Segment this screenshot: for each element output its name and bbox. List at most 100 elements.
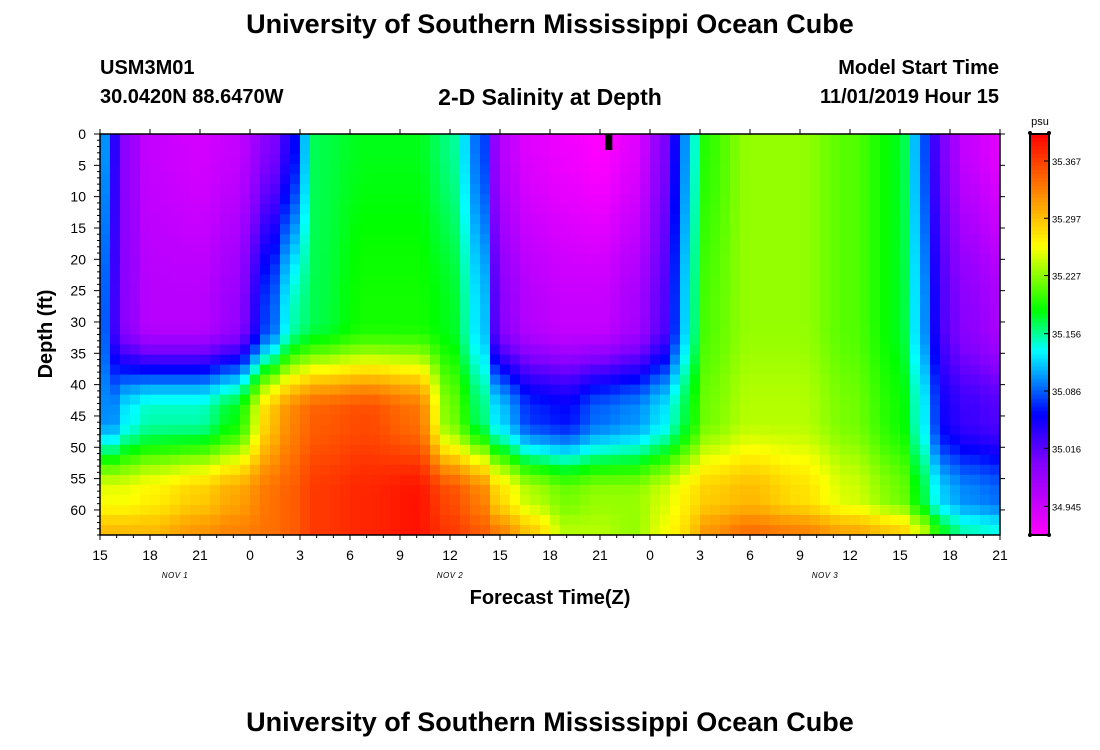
heatmap-cell bbox=[160, 264, 171, 275]
heatmap-cell bbox=[550, 244, 561, 255]
heatmap-cell bbox=[400, 274, 411, 285]
heatmap-cell bbox=[480, 214, 491, 225]
heatmap-cell bbox=[940, 294, 951, 306]
heatmap-cell bbox=[660, 354, 671, 366]
heatmap-cell bbox=[670, 204, 681, 215]
heatmap-cell bbox=[840, 374, 851, 386]
heatmap-cell bbox=[460, 174, 471, 185]
x-tick-label: 9 bbox=[796, 547, 804, 563]
x-tick-label: 15 bbox=[92, 547, 108, 563]
heatmap-cell bbox=[510, 234, 521, 245]
heatmap-cell bbox=[200, 454, 211, 466]
heatmap-cell bbox=[410, 284, 421, 296]
heatmap-cell bbox=[440, 374, 451, 386]
heatmap-cell bbox=[410, 484, 421, 496]
x-tick-label: 0 bbox=[646, 547, 654, 563]
heatmap-cell bbox=[620, 504, 631, 516]
heatmap-cell bbox=[320, 174, 331, 185]
heatmap-cell bbox=[850, 354, 861, 366]
heatmap-cell bbox=[440, 504, 451, 516]
colorbar-tick-label: 34.945 bbox=[1052, 502, 1081, 513]
heatmap-cell bbox=[920, 194, 931, 205]
heatmap-cell bbox=[720, 524, 731, 535]
heatmap-cell bbox=[820, 354, 831, 366]
heatmap-cell bbox=[280, 514, 291, 526]
heatmap-cell bbox=[660, 364, 671, 376]
heatmap-cell bbox=[970, 404, 981, 416]
heatmap-cell bbox=[160, 384, 171, 396]
heatmap-cell bbox=[360, 524, 371, 535]
heatmap-cell bbox=[510, 384, 521, 396]
heatmap-cell bbox=[410, 264, 421, 275]
heatmap-cell bbox=[570, 524, 581, 535]
heatmap-cell bbox=[300, 344, 311, 356]
heatmap-cell bbox=[930, 234, 941, 245]
heatmap-cell bbox=[460, 394, 471, 406]
heatmap-cell bbox=[180, 524, 191, 535]
heatmap-cell bbox=[810, 434, 821, 446]
heatmap-cell bbox=[310, 444, 321, 456]
heatmap-cell bbox=[290, 434, 301, 446]
heatmap-cell bbox=[510, 284, 521, 296]
heatmap-cell bbox=[700, 164, 711, 175]
heatmap-cell bbox=[920, 444, 931, 456]
heatmap-cell bbox=[360, 134, 371, 145]
heatmap-cell bbox=[450, 394, 461, 406]
heatmap-cell bbox=[370, 524, 381, 535]
heatmap-cell bbox=[180, 374, 191, 386]
heatmap-cell bbox=[280, 314, 291, 326]
heatmap-cell bbox=[790, 324, 801, 336]
heatmap-cell bbox=[800, 294, 811, 306]
heatmap-cell bbox=[320, 184, 331, 195]
heatmap-cell bbox=[150, 274, 161, 285]
heatmap-cell bbox=[830, 514, 841, 526]
heatmap-cell bbox=[840, 364, 851, 376]
heatmap-cell bbox=[390, 424, 401, 436]
heatmap-cell bbox=[930, 354, 941, 366]
heatmap-cell bbox=[600, 424, 611, 436]
heatmap-cell bbox=[670, 484, 681, 496]
heatmap-cell bbox=[140, 414, 151, 426]
heatmap-cell bbox=[640, 424, 651, 436]
heatmap-cell bbox=[620, 394, 631, 406]
heatmap-cell bbox=[310, 224, 321, 235]
heatmap-cell bbox=[960, 484, 971, 496]
heatmap-cell bbox=[480, 484, 491, 496]
heatmap-cell bbox=[410, 144, 421, 155]
heatmap-cell bbox=[930, 304, 941, 316]
heatmap-cell bbox=[160, 484, 171, 496]
heatmap-cell bbox=[990, 134, 1000, 145]
heatmap-cell bbox=[330, 214, 341, 225]
heatmap-cell bbox=[830, 524, 841, 535]
heatmap-cell bbox=[240, 344, 251, 356]
heatmap-cell bbox=[930, 264, 941, 275]
heatmap-cell bbox=[770, 464, 781, 476]
heatmap-cell bbox=[550, 484, 561, 496]
heatmap-cell bbox=[670, 394, 681, 406]
heatmap-cell bbox=[840, 484, 851, 496]
heatmap-cell bbox=[760, 204, 771, 215]
heatmap-cell bbox=[860, 404, 871, 416]
heatmap-cell bbox=[520, 254, 531, 265]
heatmap-cell bbox=[990, 234, 1000, 245]
heatmap-cell bbox=[260, 324, 271, 336]
heatmap-cell bbox=[660, 344, 671, 356]
heatmap-cell bbox=[430, 324, 441, 336]
heatmap-cell bbox=[990, 264, 1000, 275]
heatmap-cell bbox=[130, 274, 141, 285]
heatmap-cell bbox=[890, 524, 901, 535]
heatmap-cell bbox=[980, 194, 991, 205]
heatmap-cell bbox=[930, 364, 941, 376]
heatmap-cell bbox=[190, 134, 201, 145]
heatmap-cell bbox=[860, 254, 871, 265]
heatmap-cell bbox=[140, 314, 151, 326]
heatmap-cell bbox=[960, 174, 971, 185]
heatmap-cell bbox=[820, 484, 831, 496]
heatmap-cell bbox=[910, 324, 921, 336]
heatmap-cell bbox=[130, 524, 141, 535]
heatmap-cell bbox=[100, 444, 111, 456]
heatmap-cell bbox=[730, 134, 741, 145]
heatmap-cell bbox=[900, 164, 911, 175]
heatmap-cell bbox=[450, 224, 461, 235]
